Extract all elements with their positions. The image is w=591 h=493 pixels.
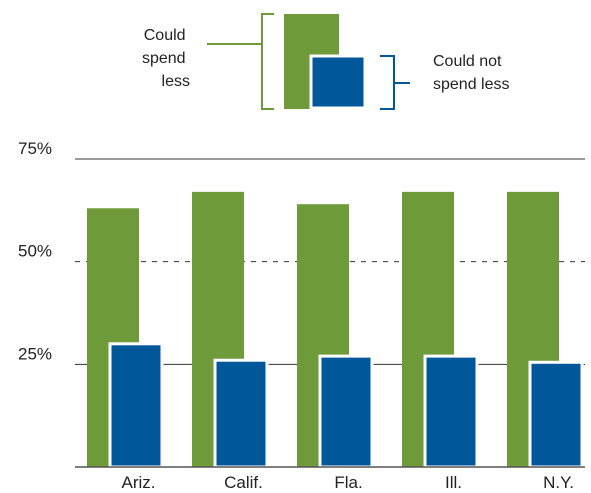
bar-could-not-spend-less — [213, 358, 269, 469]
legend-bracket-could-not-spend-less — [380, 55, 410, 110]
bar-could-not-spend-less — [423, 354, 479, 469]
x-tick-label: Ariz. — [122, 473, 156, 492]
y-tick-label: 75% — [18, 139, 52, 158]
legend-label-could-spend-less: Could spend less — [142, 27, 190, 90]
x-axis-labels: Ariz. Calif. Fla. Ill. N.Y. — [122, 473, 574, 492]
legend-label-could-not-spend-less: Could not spend less — [433, 53, 510, 93]
bar-could-not-spend-less — [108, 342, 164, 469]
legend-swatch-could-not-spend-less — [309, 54, 367, 110]
legend-bracket-could-spend-less — [207, 13, 274, 110]
y-axis-labels: 75% 50% 25% — [18, 139, 52, 363]
y-tick-label: 50% — [18, 242, 52, 261]
x-tick-label: Calif. — [224, 473, 263, 492]
bars — [87, 191, 584, 469]
legend: Could spend less Could not spend less — [142, 13, 510, 110]
bar-could-not-spend-less — [318, 354, 374, 469]
x-tick-label: Ill. — [445, 473, 462, 492]
bar-could-not-spend-less — [528, 360, 584, 469]
x-tick-label: N.Y. — [543, 473, 574, 492]
y-tick-label: 25% — [18, 344, 52, 363]
x-tick-label: Fla. — [334, 473, 362, 492]
